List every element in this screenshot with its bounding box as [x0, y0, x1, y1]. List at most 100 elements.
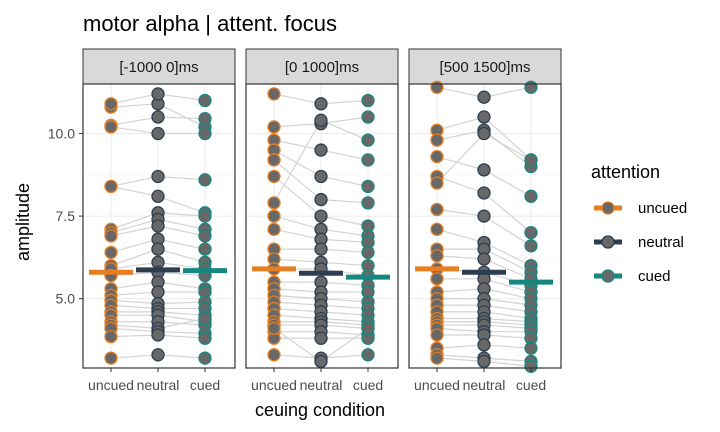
legend-item-label: neutral — [638, 234, 684, 251]
data-point — [430, 202, 444, 217]
data-point — [267, 169, 281, 184]
data-point — [151, 110, 165, 124]
data-point — [314, 331, 328, 345]
data-point — [267, 209, 281, 223]
legend-item-label: cued — [638, 268, 671, 285]
data-point — [361, 133, 375, 147]
data-point — [361, 245, 375, 260]
data-point — [314, 113, 328, 127]
y-tick-label: 10.0 — [48, 126, 75, 142]
facet-strip-label: [0 1000]ms — [285, 59, 359, 76]
y-axis: 5.0 7.5 10.0 — [48, 126, 83, 307]
legend-key-point — [601, 201, 615, 215]
data-point — [361, 348, 375, 362]
data-point — [314, 169, 328, 184]
y-tick-label: 5.0 — [56, 291, 76, 307]
data-point — [430, 351, 444, 365]
data-point — [314, 209, 328, 223]
legend-key — [594, 235, 622, 249]
data-point — [477, 252, 491, 266]
data-point — [198, 351, 212, 365]
legend-key-point — [601, 235, 615, 249]
data-point — [104, 229, 118, 243]
facet-strip-label: [500 1500]ms — [440, 59, 531, 76]
legend-key — [594, 269, 622, 283]
data-point — [267, 153, 281, 167]
x-tick-label: uncued — [88, 377, 134, 393]
data-point — [198, 331, 212, 345]
data-point — [104, 245, 118, 260]
data-point — [267, 196, 281, 210]
data-point — [477, 163, 491, 177]
data-point — [151, 126, 165, 141]
data-point — [314, 97, 328, 111]
data-point — [430, 133, 444, 147]
y-axis-label: amplitude — [13, 183, 33, 261]
data-point — [104, 120, 118, 134]
data-point — [314, 242, 328, 256]
data-point — [430, 272, 444, 286]
data-point — [198, 173, 212, 187]
legend: attention uncued neutral cued — [591, 162, 687, 285]
data-point — [361, 153, 375, 167]
data-point — [477, 90, 491, 104]
data-point — [477, 338, 491, 352]
x-tick-label: cued — [190, 377, 220, 393]
data-point — [361, 179, 375, 194]
data-point — [524, 239, 538, 253]
data-point — [151, 242, 165, 256]
x-tick-label: neutral — [137, 377, 180, 393]
data-point — [151, 219, 165, 233]
chart-title: motor alpha | attent. focus — [83, 11, 337, 36]
data-point — [314, 192, 328, 207]
data-point — [477, 186, 491, 200]
data-point — [151, 328, 165, 342]
panel-border — [408, 83, 562, 369]
legend-title: attention — [591, 162, 660, 182]
x-tick-label: uncued — [414, 377, 460, 393]
data-point — [198, 209, 212, 223]
data-point — [151, 348, 165, 362]
data-point — [430, 150, 444, 164]
data-point — [267, 87, 281, 101]
data-point — [151, 189, 165, 203]
data-point — [151, 169, 165, 184]
data-point — [361, 93, 375, 108]
data-point — [524, 341, 538, 355]
data-point — [198, 112, 212, 126]
data-point — [314, 143, 328, 157]
data-point — [477, 110, 491, 124]
legend-key — [594, 201, 622, 215]
y-tick-label: 7.5 — [56, 208, 76, 224]
facet-panel: [500 1500]ms uncued neutral cued — [408, 48, 562, 393]
data-point — [104, 351, 118, 365]
data-point — [198, 242, 212, 256]
facet-strip — [408, 48, 562, 85]
data-point — [151, 87, 165, 101]
panel-border — [245, 83, 399, 369]
data-point — [104, 179, 118, 194]
data-point — [104, 97, 118, 111]
x-tick-label: neutral — [300, 377, 343, 393]
data-point — [104, 329, 118, 344]
data-point — [198, 93, 212, 108]
x-tick-label: cued — [353, 377, 383, 393]
data-point — [430, 249, 444, 263]
data-point — [477, 354, 491, 369]
data-point — [430, 222, 444, 236]
data-point — [361, 110, 375, 124]
data-point — [430, 80, 444, 94]
data-point — [314, 354, 328, 369]
data-point — [477, 209, 491, 223]
data-point — [524, 80, 538, 94]
data-point — [430, 328, 444, 342]
facet-strip — [82, 48, 236, 85]
legend-item-label: uncued — [638, 200, 687, 217]
x-tick-label: neutral — [463, 377, 506, 393]
panel-border — [82, 83, 236, 369]
data-point — [198, 126, 212, 141]
data-point — [524, 359, 538, 373]
data-point — [267, 120, 281, 134]
